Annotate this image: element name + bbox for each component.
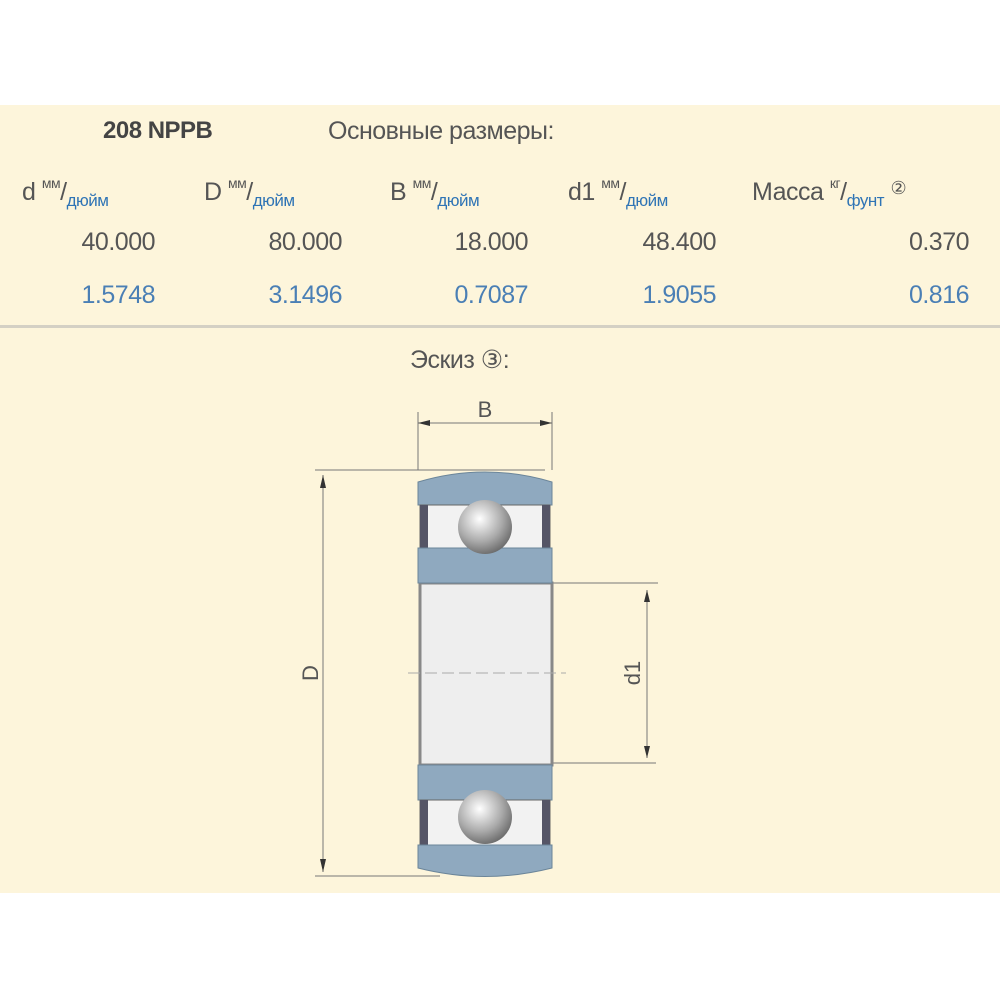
ball-top [458,500,512,554]
bore [418,581,554,767]
divider [0,325,1000,328]
bearing-top-section [417,471,553,584]
header-d: d мм/дюйм [22,175,109,210]
section-subtitle: Основные размеры: [328,117,554,145]
value-d1-inch: 1.9055 [642,281,717,309]
dim-label-D: D [298,665,323,681]
value-d1-mm: 48.400 [642,228,717,256]
value-B-inch: 0.7087 [454,281,529,309]
sketch-label: Эскиз ③: [410,346,510,374]
value-mass-lb: 0.816 [908,281,970,309]
value-D-inch: 3.1496 [268,281,343,309]
dim-label-B: B [478,397,493,422]
header-mass: Масса кг/фунт ② [752,175,907,210]
value-B-mm: 18.000 [454,228,529,256]
ball-bottom [458,790,512,844]
header-d1: d1 мм/дюйм [568,175,668,210]
value-mass-kg: 0.370 [908,228,970,256]
value-d-inch: 1.5748 [81,281,156,309]
model-title: 208 NPPB [103,117,213,144]
header-D: D мм/дюйм [204,175,295,210]
value-D-mm: 80.000 [268,228,343,256]
dim-label-d1: d1 [620,661,645,685]
header-B: B мм/дюйм [390,175,480,210]
bearing-bottom-section [417,764,553,877]
value-d-mm: 40.000 [81,228,156,256]
